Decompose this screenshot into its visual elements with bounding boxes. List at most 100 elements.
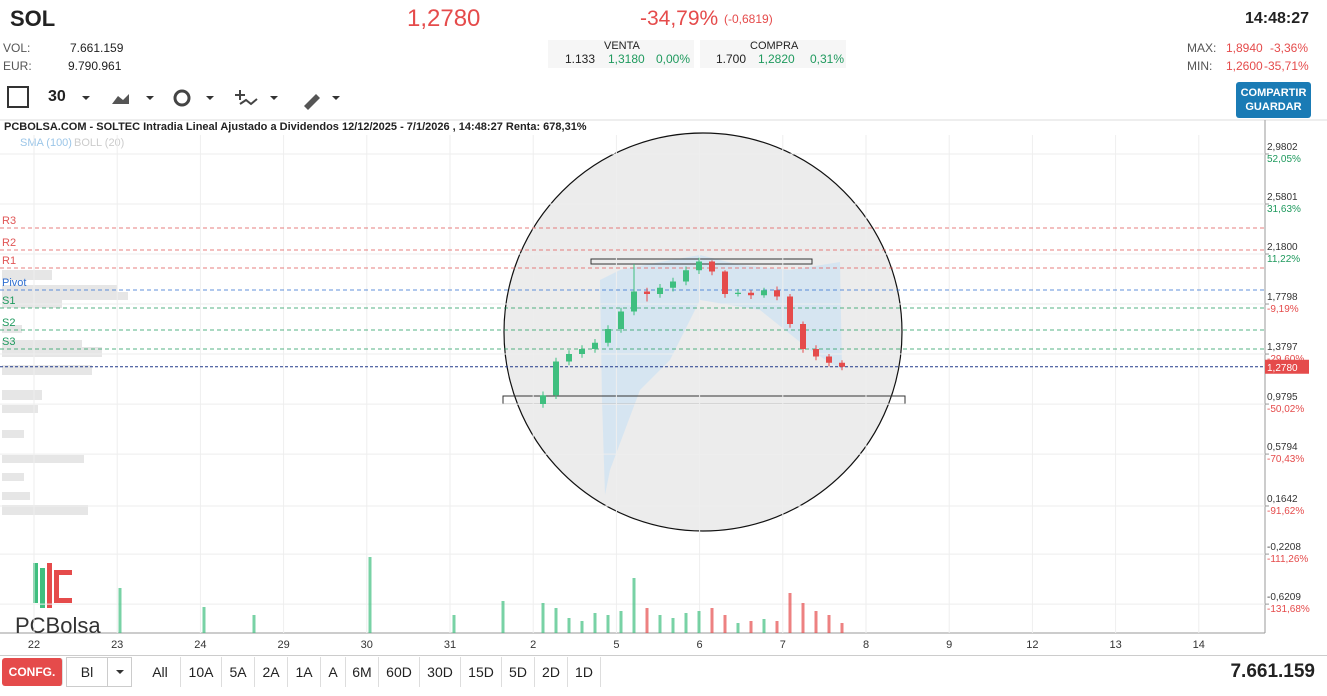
- x-tick-label: 6: [697, 639, 703, 651]
- volume-bar: [840, 623, 844, 633]
- period-button[interactable]: 6M: [346, 657, 379, 687]
- period-button[interactable]: A: [321, 657, 346, 687]
- y-tick-change: -70,43%: [1267, 454, 1304, 465]
- y-tick-change: -9,19%: [1267, 304, 1299, 315]
- period-button[interactable]: All: [140, 657, 181, 687]
- volume-bar: [593, 613, 597, 633]
- chart-title: PCBOLSA.COM - SOLTEC Intradia Lineal Aju…: [4, 121, 587, 133]
- candle-body: [774, 290, 780, 297]
- x-tick-label: 7: [780, 639, 786, 651]
- footer-volume: 7.661.159: [1230, 661, 1315, 682]
- x-tick-label: 22: [28, 639, 40, 651]
- volume-profile: [2, 270, 128, 515]
- settings[interactable]: [173, 89, 191, 107]
- candle-body: [592, 342, 598, 349]
- period-button[interactable]: 1D: [568, 657, 601, 687]
- venta-pct: 0,00%: [656, 52, 691, 66]
- pivot-label: S2: [2, 317, 15, 329]
- x-tick-label: 14: [1193, 639, 1205, 651]
- period-button[interactable]: 2A: [255, 657, 288, 687]
- candle-body: [813, 349, 819, 357]
- volume-bar: [684, 613, 688, 633]
- volume-bar: [658, 615, 662, 633]
- candle-body: [787, 296, 793, 324]
- y-tick-label: -0,2208: [1267, 542, 1301, 553]
- indicator-label: BOLL (20): [74, 137, 124, 149]
- chart-type[interactable]: [112, 94, 129, 104]
- candle-body: [553, 361, 559, 396]
- candle-body: [683, 270, 689, 282]
- volume-bar: [801, 603, 805, 633]
- y-tick-label: 2,1800: [1267, 242, 1298, 253]
- indicators[interactable]: [235, 90, 258, 106]
- indicator-label: SMA (100): [20, 137, 72, 149]
- candle-body: [605, 329, 611, 343]
- sidebar-toggle[interactable]: [7, 86, 29, 108]
- x-tick-label: 13: [1109, 639, 1121, 651]
- vol-label: VOL:: [3, 41, 31, 55]
- period-button[interactable]: 10A: [181, 657, 222, 687]
- change-pct: -34,79%: [640, 7, 719, 30]
- venta-title: VENTA: [604, 40, 640, 52]
- candle-body: [735, 292, 741, 294]
- mode-button[interactable]: Bl: [66, 657, 108, 687]
- save: GUARDAR: [1245, 101, 1302, 113]
- volume-bar: [710, 608, 714, 633]
- y-tick-change: -111,26%: [1267, 554, 1308, 565]
- config-button[interactable]: CONFG.: [2, 658, 63, 686]
- compra-pct: 0,31%: [810, 52, 845, 66]
- annotation-circle: [503, 132, 903, 532]
- vol: 7.661.159: [70, 41, 124, 55]
- volume-bar: [697, 611, 701, 633]
- y-tick-label: 2,9802: [1267, 142, 1298, 153]
- compra-box: [700, 40, 846, 68]
- x-tick-label: 5: [613, 639, 619, 651]
- period-button[interactable]: 2D: [535, 657, 568, 687]
- x-tick-label: 8: [863, 639, 869, 651]
- y-tick-change: -50,02%: [1267, 404, 1304, 415]
- period-button[interactable]: 5A: [222, 657, 255, 687]
- max-pct: -3,36%: [1270, 41, 1309, 55]
- ticker: SOL: [10, 6, 56, 31]
- volume-bar: [632, 578, 636, 633]
- draw[interactable]: [304, 94, 320, 110]
- pivot-label: Pivot: [2, 277, 26, 289]
- period-button[interactable]: 60D: [379, 657, 420, 687]
- candle-body: [566, 354, 572, 362]
- period-button[interactable]: 1A: [288, 657, 321, 687]
- y-tick-label: 0,1642: [1267, 494, 1298, 505]
- period-button[interactable]: 30D: [420, 657, 461, 687]
- period-button[interactable]: 5D: [502, 657, 535, 687]
- mode-dropdown[interactable]: [107, 657, 132, 687]
- divider: [0, 655, 1327, 656]
- volume-bar: [775, 621, 779, 633]
- y-tick-change: 31,63%: [1267, 204, 1301, 215]
- share-button[interactable]: COMPARTIR GUARDAR: [1236, 82, 1311, 118]
- volume-bar: [554, 608, 558, 633]
- x-tick-label: 24: [194, 639, 206, 651]
- x-tick-label: 30: [361, 639, 373, 651]
- volume-bar: [645, 608, 649, 633]
- volume-bar: [202, 607, 206, 633]
- candle-body: [826, 356, 832, 363]
- min-pct: -35,71%: [1264, 59, 1309, 73]
- candle-body: [618, 311, 624, 329]
- min: 1,2600: [1226, 59, 1263, 73]
- period-button[interactable]: 15D: [461, 657, 502, 687]
- pivot-label: S3: [2, 336, 15, 348]
- volume-bar: [606, 615, 610, 633]
- volume-bar: [736, 623, 740, 633]
- logo: PCBolsa: [15, 563, 101, 638]
- compra-price: 1,2820: [758, 52, 795, 66]
- volume-bar: [671, 618, 675, 633]
- chart: PCBOLSA.COM - SOLTEC Intradia Lineal Aju…: [0, 119, 1327, 651]
- interval[interactable]: 30: [48, 88, 66, 105]
- volume-bar: [567, 618, 571, 633]
- x-tick-label: 2: [530, 639, 536, 651]
- volume-bar: [541, 603, 545, 633]
- x-tick-label: 29: [277, 639, 289, 651]
- y-tick-label: 1,7798: [1267, 292, 1298, 303]
- min-label: MIN:: [1187, 59, 1213, 73]
- volume-bar: [827, 615, 831, 633]
